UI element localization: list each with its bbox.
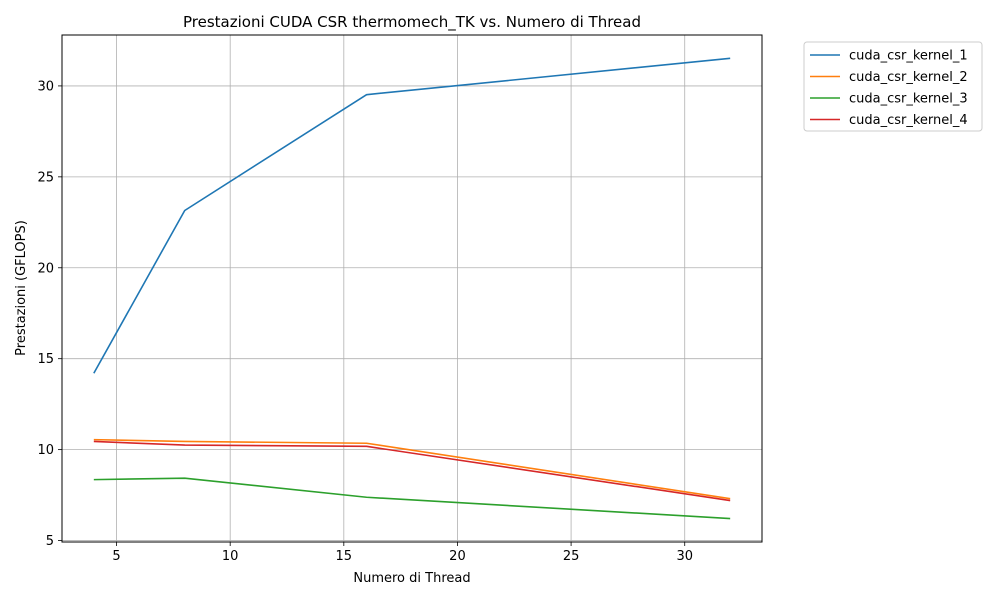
y-tick-label: 15 (37, 352, 54, 367)
legend-label: cuda_csr_kernel_4 (849, 113, 968, 128)
legend-label: cuda_csr_kernel_2 (849, 70, 968, 85)
x-tick-label: 30 (676, 549, 693, 564)
x-tick-label: 10 (222, 549, 239, 564)
x-tick-label: 5 (112, 549, 120, 564)
y-tick-label: 30 (37, 79, 54, 94)
legend-label: cuda_csr_kernel_1 (849, 49, 968, 64)
legend-box (803, 41, 983, 132)
y-tick-label: 25 (37, 170, 54, 185)
legend: cuda_csr_kernel_1 cuda_csr_kernel_2 cuda_c… (803, 41, 983, 132)
legend-label: cuda_csr_kernel_3 (849, 92, 968, 107)
series-line-cuda_csr_kernel_4 (93, 440, 731, 502)
x-axis-label: Numero di Thread (353, 571, 470, 586)
series-line-cuda_csr_kernel_1 (93, 57, 731, 374)
grid (62, 35, 762, 542)
legend-entries: cuda_csr_kernel_1 cuda_csr_kernel_2 cuda_c… (810, 49, 968, 128)
x-tick-label: 25 (563, 549, 580, 564)
y-tick-label: 10 (37, 443, 54, 458)
plot-border (61, 34, 763, 543)
series-lines (93, 57, 731, 520)
x-tick-label: 20 (449, 549, 466, 564)
y-axis-label: Prestazioni (GFLOPS) (14, 220, 29, 356)
y-tick-label: 20 (37, 261, 54, 276)
plot-background (62, 35, 762, 542)
y-axis-ticks: 5 10 15 20 25 30 (37, 79, 62, 549)
series-line-cuda_csr_kernel_3 (93, 477, 731, 520)
x-tick-label: 15 (336, 549, 353, 564)
series-line-cuda_csr_kernel_2 (93, 438, 731, 500)
y-tick-label: 5 (46, 534, 54, 549)
plot-frame (61, 34, 763, 543)
x-axis-ticks: 5 10 15 20 25 30 (112, 542, 693, 564)
chart-title: Prestazioni CUDA CSR thermomech_TK vs. N… (183, 13, 641, 32)
